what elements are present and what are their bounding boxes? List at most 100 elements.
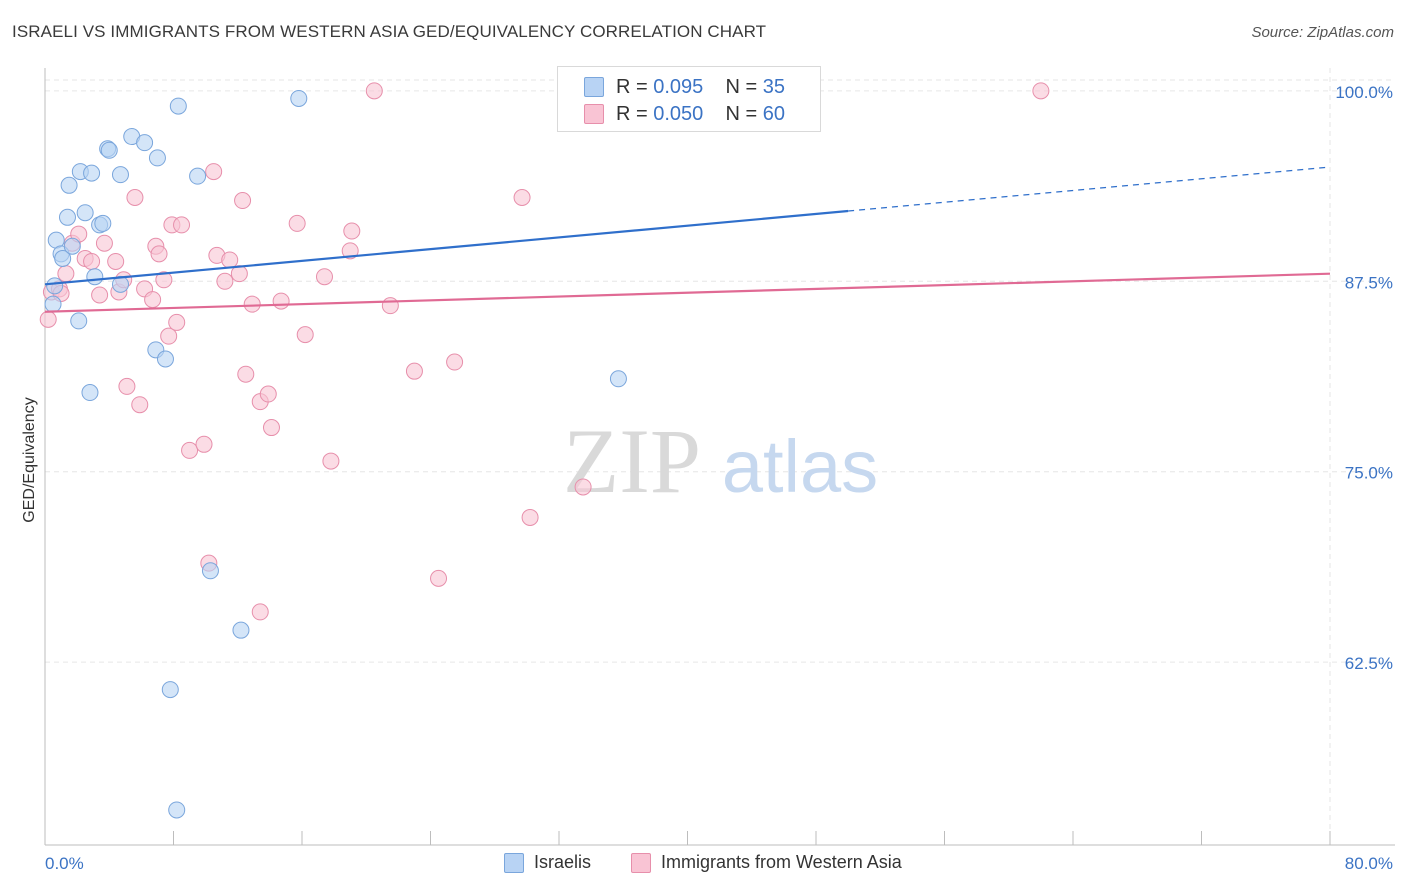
data-point xyxy=(54,249,72,267)
data-point xyxy=(251,603,269,621)
x-tick-label: 80.0% xyxy=(1345,854,1393,873)
axes xyxy=(44,68,1395,846)
data-point xyxy=(136,134,154,152)
data-point xyxy=(181,441,199,459)
data-point xyxy=(111,166,129,184)
data-point xyxy=(57,265,75,283)
data-point xyxy=(272,292,290,310)
data-point xyxy=(259,385,277,403)
data-point xyxy=(343,222,361,240)
data-point xyxy=(46,277,64,295)
data-point xyxy=(232,621,250,639)
data-point xyxy=(234,192,252,210)
data-point xyxy=(189,167,207,185)
data-point xyxy=(322,452,340,470)
data-point xyxy=(83,252,101,270)
legend-swatch-blue xyxy=(584,77,604,97)
data-point xyxy=(168,313,186,331)
data-point xyxy=(39,310,57,328)
bottom-legend-immigrants: Immigrants from Western Asia xyxy=(631,852,902,873)
data-point xyxy=(107,252,125,270)
data-point xyxy=(168,801,186,819)
data-point xyxy=(91,286,109,304)
data-point xyxy=(169,97,187,115)
data-point xyxy=(341,242,359,260)
data-point xyxy=(148,149,166,167)
data-point xyxy=(83,164,101,182)
y-tick-label: 75.0% xyxy=(1345,464,1393,483)
legend-swatch-pink xyxy=(584,104,604,124)
data-point xyxy=(95,234,113,252)
data-point xyxy=(609,370,627,388)
legend-r-label: R = xyxy=(616,102,648,125)
data-point xyxy=(216,272,234,290)
data-point xyxy=(86,268,104,286)
legend-r-value-immigrants: 0.050 xyxy=(653,102,704,125)
data-point xyxy=(381,297,399,315)
data-point xyxy=(58,208,76,226)
data-point xyxy=(111,275,129,293)
data-point xyxy=(521,508,539,526)
grid-lines xyxy=(45,68,1395,845)
data-point xyxy=(131,396,149,414)
data-point xyxy=(118,377,136,395)
data-point xyxy=(156,350,174,368)
data-point xyxy=(94,214,112,232)
data-point xyxy=(201,562,219,580)
data-point xyxy=(44,295,62,313)
watermark-zip: ZIP xyxy=(563,410,701,512)
legend-n-value-immigrants: 60 xyxy=(762,102,786,125)
bottom-legend-label-immigrants: Immigrants from Western Asia xyxy=(661,852,902,872)
data-point xyxy=(205,163,223,181)
trend-line-solid xyxy=(44,209,849,286)
legend-r-label: R = xyxy=(616,75,648,98)
legend-r-value-israelis: 0.095 xyxy=(653,75,704,98)
source-label: Source: ZipAtlas.com xyxy=(1251,24,1394,41)
legend-n-value-israelis: 35 xyxy=(762,75,786,98)
data-point xyxy=(126,189,144,206)
zipatlas-watermark: ZIP atlas xyxy=(563,410,878,512)
data-point xyxy=(290,89,308,107)
data-point xyxy=(405,362,423,380)
data-point xyxy=(195,435,213,453)
bottom-legend-swatch-blue xyxy=(504,852,524,873)
data-point xyxy=(100,141,118,159)
data-point xyxy=(513,189,531,206)
trend-line-solid xyxy=(44,272,1331,313)
data-point xyxy=(81,384,99,402)
data-point xyxy=(144,291,162,309)
data-point xyxy=(262,419,280,437)
legend-n-label: N = xyxy=(725,75,758,98)
data-point xyxy=(150,245,168,263)
data-point xyxy=(221,251,239,269)
data-point xyxy=(161,681,179,699)
chart-title: ISRAELI VS IMMIGRANTS FROM WESTERN ASIA … xyxy=(12,22,767,41)
data-point xyxy=(160,327,178,345)
legend-n-label: N = xyxy=(725,102,758,125)
data-point xyxy=(365,82,383,100)
y-tick-label: 87.5% xyxy=(1345,273,1393,292)
data-point xyxy=(155,271,173,289)
y-tick-label: 100.0% xyxy=(1335,83,1393,102)
data-point xyxy=(296,326,314,344)
watermark-atlas: atlas xyxy=(722,425,878,508)
data-point xyxy=(315,268,333,286)
legend-row-immigrants: R = 0.050 N = 60 xyxy=(584,101,785,127)
series-immigrants-points xyxy=(39,82,1050,621)
x-tick-label: 0.0% xyxy=(45,854,84,873)
bottom-legend-swatch-pink xyxy=(631,852,651,873)
y-axis-label: GED/Equivalency xyxy=(21,397,38,523)
data-point xyxy=(60,176,78,194)
data-point xyxy=(243,295,261,313)
data-point xyxy=(446,353,464,371)
data-point xyxy=(70,312,88,330)
data-point xyxy=(1032,82,1050,100)
trend-lines xyxy=(44,166,1331,313)
data-point xyxy=(430,569,448,587)
y-tick-label: 62.5% xyxy=(1345,654,1393,673)
legend-row-israelis: R = 0.095 N = 35 xyxy=(584,74,785,100)
bottom-legend-israelis: Israelis xyxy=(504,852,591,873)
bottom-legend-label-israelis: Israelis xyxy=(534,852,592,872)
data-point xyxy=(173,216,191,234)
